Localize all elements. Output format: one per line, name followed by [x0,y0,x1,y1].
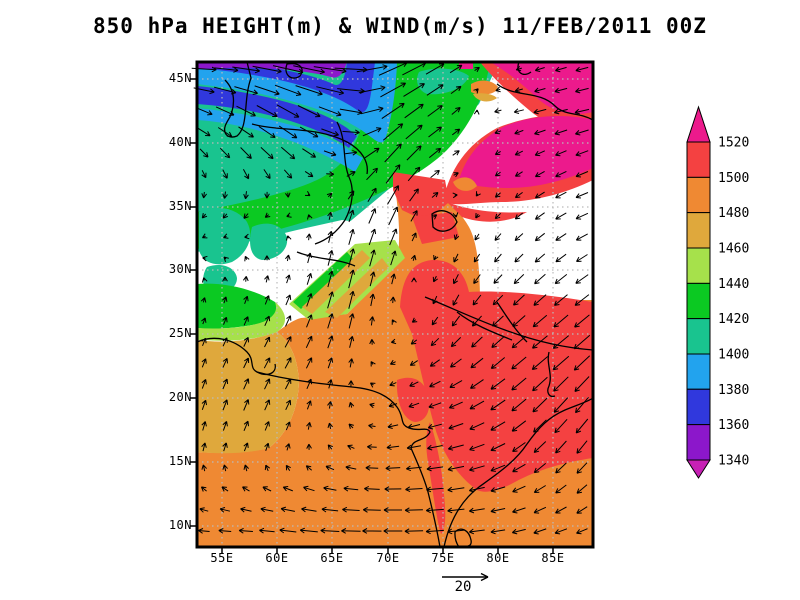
height-shading [197,62,593,547]
lon-label: 70E [376,551,400,565]
colorbar-segment [686,282,711,320]
lat-label: 25N [168,326,192,340]
colorbar-segment [686,424,711,461]
colorbar-segment [686,212,711,249]
colorbar-segment [686,141,711,178]
reference-arrow-glyph [442,572,489,582]
page-title: 850 hPa HEIGHT(m) & WIND(m/s) 11/FEB/201… [93,14,707,38]
lat-label: 35N [168,199,192,213]
axis-ticks [190,78,554,554]
colorbar-segment [686,247,711,284]
colorbar-segment [686,459,711,479]
lon-label: 85E [541,551,565,565]
wind-vectors [191,61,591,535]
lat-label: 40N [168,135,192,149]
colorbar-segment [686,388,711,426]
wind-arrow-paths [191,61,591,535]
colorbar-label: 1380 [718,383,749,398]
lon-label: 75E [431,551,455,565]
lat-label: 10N [168,518,192,532]
lat-label: 20N [168,390,192,404]
colorbar-label: 1440 [718,277,749,292]
map-border [195,60,595,549]
lat-label: 15N [168,454,192,468]
coastlines [197,62,593,547]
wind-reference-label: 20 [454,579,472,595]
lon-label: 65E [320,551,344,565]
colorbar-label: 1360 [718,418,749,433]
colorbar: 1520 1500 1480 1460 1440 1420 1400 1380 1360 1340 [680,100,795,490]
map-panel [187,50,607,560]
colorbar-segment [686,176,711,214]
colorbar-label: 1480 [718,206,749,221]
lat-label: 30N [168,262,192,276]
colorbar-label: 1520 [718,136,749,151]
wind-reference-arrow [430,565,520,595]
colorbar-segment [686,105,711,143]
colorbar-label: 1340 [718,453,749,468]
lon-label: 60E [265,551,289,565]
weather-map [190,60,595,554]
graticule [197,62,593,547]
lon-label: 80E [486,551,510,565]
lon-label: 55E [210,551,234,565]
colorbar-label: 1420 [718,312,749,327]
lat-label: 45N [168,71,192,85]
colorbar-label: 1460 [718,241,749,256]
colorbar-segment [686,318,711,355]
colorbar-segment [686,353,711,390]
colorbar-label: 1500 [718,171,749,186]
colorbar-label: 1400 [718,347,749,362]
